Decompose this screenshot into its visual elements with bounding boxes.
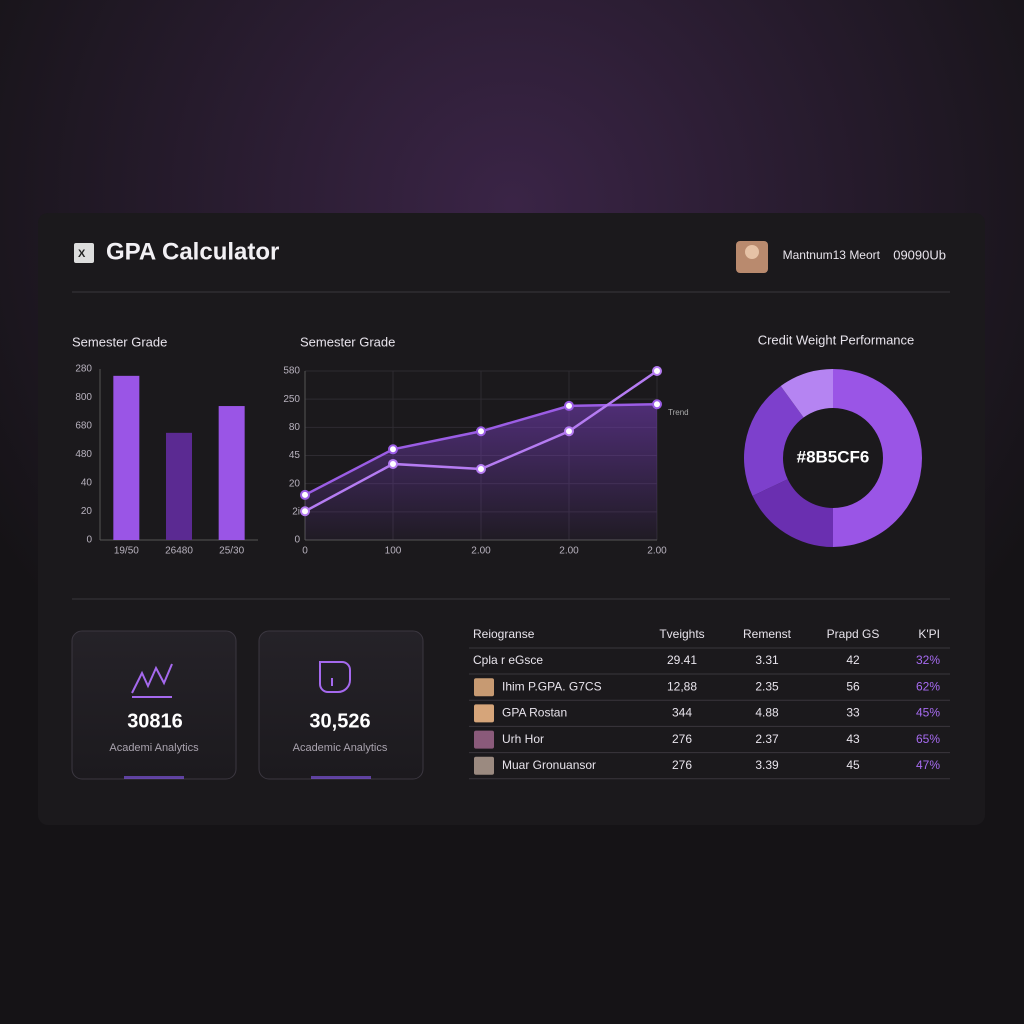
donut-center-label: #8B5CF6 xyxy=(797,447,870,466)
y-tick-label: 0 xyxy=(86,535,92,546)
x-tick-label: 19/50 xyxy=(114,546,139,557)
point xyxy=(300,489,310,500)
table-cell: 3.39 xyxy=(755,758,779,772)
table-cell: 276 xyxy=(672,758,692,772)
stat-card[interactable] xyxy=(71,630,237,780)
bar xyxy=(166,432,192,540)
table-cell: Urh Hor xyxy=(502,732,544,746)
table-cell: 2.35 xyxy=(755,679,779,693)
donut-segment xyxy=(752,479,833,547)
x-tick-label: 25/30 xyxy=(219,546,244,557)
page-title: GPA Calculator xyxy=(106,238,279,265)
row-avatar xyxy=(474,678,494,697)
table-cell: 32% xyxy=(916,653,940,667)
table-header: K'PI xyxy=(918,627,940,641)
stat-card[interactable] xyxy=(258,630,424,780)
app-icon-letter: X xyxy=(78,248,86,260)
y-tick-label: 80 xyxy=(289,422,301,433)
bar xyxy=(113,375,140,540)
y-tick-label: 40 xyxy=(81,478,93,489)
y-tick-label: 280 xyxy=(75,364,92,375)
user-code: 09090Ub xyxy=(893,247,946,262)
chart-title: Semester Grade xyxy=(72,334,167,349)
row-avatar xyxy=(474,730,494,749)
x-tick-label: 100 xyxy=(385,546,402,557)
table-cell: Ihim P.GPA. G7CS xyxy=(502,679,602,693)
table-header: Prapd GS xyxy=(827,627,880,641)
table-cell: 276 xyxy=(672,732,692,746)
table-cell: 42 xyxy=(846,653,860,667)
table-cell: 62% xyxy=(916,679,940,693)
avatar-face xyxy=(745,245,759,259)
point xyxy=(300,506,310,517)
app-icon xyxy=(74,243,94,263)
point xyxy=(388,458,398,469)
x-tick-label: 0 xyxy=(302,546,308,557)
x-tick-label: 2.00 xyxy=(471,546,491,557)
point xyxy=(652,399,662,410)
table-cell: 45% xyxy=(916,706,940,720)
bar xyxy=(218,406,245,540)
table-cell: 12,88 xyxy=(667,679,697,693)
card-accent xyxy=(311,776,371,779)
x-tick-label: 2.00 xyxy=(647,546,667,557)
card-icon xyxy=(319,661,351,693)
table-header: Tveights xyxy=(659,627,704,641)
point xyxy=(476,464,486,475)
table-header: Reiogranse xyxy=(473,627,535,641)
table-cell: 2.37 xyxy=(755,732,779,746)
point xyxy=(564,426,574,437)
table-header: Remenst xyxy=(743,627,792,641)
table-cell: 3.31 xyxy=(755,653,779,667)
table-cell: 56 xyxy=(846,679,860,693)
y-tick-label: 250 xyxy=(283,394,300,405)
card-accent xyxy=(124,776,184,779)
table-cell: 45 xyxy=(846,758,860,772)
y-tick-label: 0 xyxy=(294,535,300,546)
row-avatar xyxy=(474,756,494,775)
y-tick-label: 20 xyxy=(289,478,301,489)
card-value: 30,526 xyxy=(309,710,370,732)
y-tick-label: 580 xyxy=(283,366,300,377)
table-cell: 29.41 xyxy=(667,653,697,667)
chart-title: Semester Grade xyxy=(300,334,395,349)
user-name[interactable]: Mantnum13 Meort xyxy=(783,248,881,262)
table-cell: 65% xyxy=(916,732,940,746)
table-cell: 344 xyxy=(672,706,692,720)
row-avatar xyxy=(474,704,494,723)
y-tick-label: 680 xyxy=(75,421,92,432)
y-tick-label: 2i xyxy=(292,506,300,517)
card-label: Academi Analytics xyxy=(109,742,199,754)
y-tick-label: 480 xyxy=(75,449,92,460)
point xyxy=(388,444,398,455)
table-cell: 47% xyxy=(916,758,940,772)
table-cell: Cpla r eGsce xyxy=(473,653,543,667)
x-tick-label: 2.00 xyxy=(559,546,579,557)
annotation: Trend xyxy=(668,408,689,417)
table-cell: 33 xyxy=(846,706,860,720)
card-icon xyxy=(131,663,173,698)
table-cell: 43 xyxy=(846,732,860,746)
point xyxy=(564,400,574,411)
card-value: 30816 xyxy=(127,710,183,732)
y-tick-label: 800 xyxy=(75,392,92,403)
donut-segment xyxy=(744,385,804,496)
point xyxy=(652,366,662,376)
y-tick-label: 45 xyxy=(289,450,301,461)
x-tick-label: 26480 xyxy=(165,546,193,557)
card-label: Academic Analytics xyxy=(293,742,388,754)
y-tick-label: 20 xyxy=(81,506,93,517)
table-cell: Muar Gronuansor xyxy=(502,758,596,772)
chart-title: Credit Weight Performance xyxy=(758,332,915,347)
point xyxy=(476,426,486,437)
table-cell: 4.88 xyxy=(755,706,779,720)
donut-segment xyxy=(780,369,833,418)
donut-segment xyxy=(833,369,922,547)
table-cell: GPA Rostan xyxy=(502,706,567,720)
